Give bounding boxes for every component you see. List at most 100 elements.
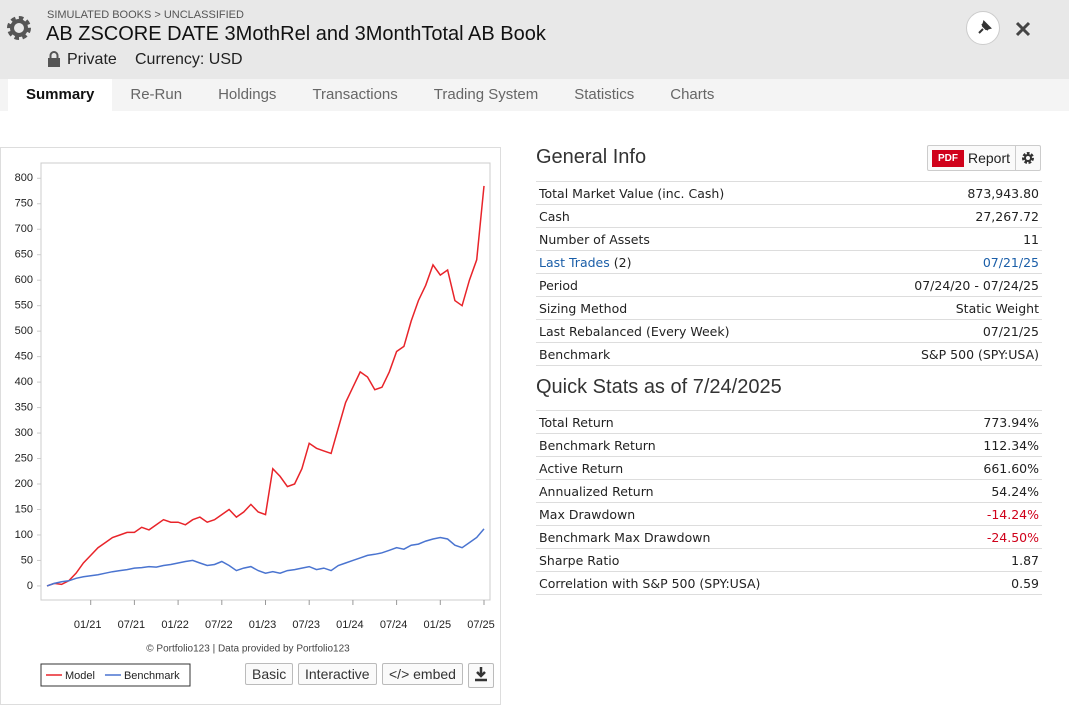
page-title: AB ZSCORE DATE 3MothRel and 3MonthTotal … [46,23,546,45]
row-value: S&P 500 (SPY:USA) [839,342,1042,366]
tab[interactable]: Summary [8,79,113,111]
chart-button[interactable]: </> embed [382,663,463,685]
report-label: Report [968,150,1011,166]
tab[interactable]: Re-Run [130,86,183,103]
label-text: Last Rebalanced (Every Week) [539,323,730,339]
row-value: -14.24% [934,502,1042,526]
y-tick-label: 500 [15,325,33,337]
y-tick-label: 300 [15,427,33,439]
privacy: Private [67,51,117,68]
y-tick-label: 0 [27,580,33,592]
value-text: 873,943.80 [967,185,1039,201]
tab-bar: Summary Re-Run Holdings Transactions Trading… [0,79,1069,111]
table-row: Benchmark Return 112.34% [536,433,1042,457]
report-settings[interactable] [1015,146,1040,170]
label-text: Period [539,277,578,293]
value-text: 11 [1023,231,1039,247]
y-tick-label: 600 [15,274,33,286]
general-info-table: Total Market Value (inc. Cash) 873,943.80… [536,181,1042,366]
x-tick-label: 01/25 [424,619,452,631]
label-text: Active Return [539,460,624,476]
y-tick-label: 800 [15,172,33,184]
row-label: Cash [536,204,840,228]
value-text: 1.87 [1011,552,1039,568]
row-value: 07/24/20 - 07/24/25 [839,273,1042,297]
value-text: -24.50% [986,529,1039,545]
tab[interactable]: Holdings [218,86,277,103]
y-tick-label: 700 [15,223,33,235]
label-text: Benchmark [539,346,611,362]
label-text[interactable]: Last Trades [539,254,610,270]
table-row: Cash 27,267.72 [536,204,1042,228]
table-row: Period 07/24/20 - 07/24/25 [536,273,1042,297]
row-label: Sizing Method [536,296,840,320]
pin-button[interactable] [966,11,1000,45]
row-label: Total Return [536,410,935,434]
row-value: 112.34% [934,433,1042,457]
label-text: Number of Assets [539,231,650,247]
value-text: 07/24/20 - 07/24/25 [914,277,1039,293]
x-tick-label: 07/24 [380,619,408,631]
value-text: -14.24% [986,506,1039,522]
gear-icon [1022,152,1035,164]
row-value: 1.87 [934,548,1042,572]
table-row: Correlation with S&P 500 (SPY:USA) 0.59 [536,571,1042,595]
table-row: Number of Assets 11 [536,227,1042,251]
table-row: Benchmark S&P 500 (SPY:USA) [536,342,1042,366]
label-text: Total Market Value (inc. Cash) [539,185,725,201]
tab[interactable]: Transactions [312,86,398,103]
row-label: Benchmark Max Drawdown [536,525,935,549]
table-row: Annualized Return 54.24% [536,479,1042,503]
value-text: 661.60% [983,460,1039,476]
table-row: Sharpe Ratio 1.87 [536,548,1042,572]
value-text[interactable]: 07/21/25 [982,254,1039,270]
x-tick-label: 07/21 [118,619,146,631]
x-tick-label: 01/24 [336,619,364,631]
series-line [46,185,485,587]
row-label: Number of Assets [536,227,840,251]
y-tick-label: 650 [15,249,33,261]
tab[interactable]: Charts [670,86,715,103]
value-text: 0.59 [1011,575,1039,591]
row-value: -24.50% [934,525,1042,549]
chart-panel [0,147,501,705]
tab[interactable]: Trading System [433,86,539,103]
plot-frame [40,162,491,601]
chart-button[interactable]: Basic [245,663,294,685]
y-tick-label: 750 [15,198,33,210]
label-text: Annualized Return [539,483,654,499]
value-text: 112.34% [983,437,1039,453]
download-button[interactable] [468,663,494,688]
breadcrumb: SIMULATED BOOKS > UNCLASSIFIED [47,9,244,21]
chart-button[interactable]: Interactive [298,663,377,685]
table-row: Max Drawdown -14.24% [536,502,1042,526]
x-tick-label: 01/21 [74,619,102,631]
row-label: Active Return [536,456,935,480]
section-title: General Info [536,146,646,169]
close-button[interactable] [1014,20,1032,38]
row-label: Benchmark [536,342,840,366]
row-value: 07/21/25 [839,250,1042,274]
row-value: Static Weight [839,296,1042,320]
tab[interactable]: Statistics [574,86,635,103]
currency: Currency: USD [135,51,243,68]
legend-label: Model [65,670,95,682]
label-text: Sharpe Ratio [539,552,620,568]
chart: 0 50 100 150 200 250 300 350 400 450 500 550 600 650 7… [15,162,495,687]
value-text: S&P 500 (SPY:USA) [920,346,1039,362]
row-label: Max Drawdown [536,502,935,526]
y-tick-label: 150 [15,503,33,515]
value-text: 773.94% [983,414,1039,430]
report-button[interactable]: PDF Report [927,145,1042,171]
label-text: Total Return [539,414,614,430]
lock-icon [48,51,60,67]
y-tick-label: 200 [15,478,33,490]
row-label: Annualized Return [536,479,935,503]
section-title: General Info [536,146,647,168]
row-value: 11 [839,227,1042,251]
row-value: 07/21/25 [839,319,1042,343]
chart-credit: © Portfolio123 | Data provided by Portfo… [146,644,350,655]
section-title: Quick Stats as of 7/24/2025 [536,376,782,399]
settings-icon[interactable] [5,14,33,42]
